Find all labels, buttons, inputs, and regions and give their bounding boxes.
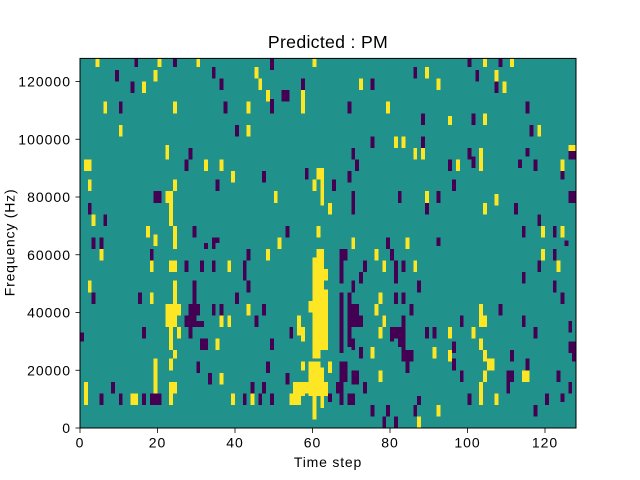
svg-text:Time step: Time step	[294, 454, 362, 470]
svg-text:0: 0	[76, 435, 85, 451]
svg-text:80: 80	[381, 435, 399, 451]
svg-text:0: 0	[62, 420, 71, 436]
svg-text:60: 60	[304, 435, 322, 451]
svg-text:20000: 20000	[27, 362, 71, 378]
svg-text:120000: 120000	[18, 74, 71, 90]
svg-text:20: 20	[149, 435, 167, 451]
svg-text:40: 40	[226, 435, 244, 451]
svg-text:60000: 60000	[27, 247, 71, 263]
svg-text:80000: 80000	[27, 189, 71, 205]
svg-text:100: 100	[454, 435, 480, 451]
svg-text:100000: 100000	[18, 131, 71, 147]
svg-text:120: 120	[532, 435, 558, 451]
svg-text:Frequency (Hz): Frequency (Hz)	[2, 189, 18, 297]
svg-text:40000: 40000	[27, 305, 71, 321]
svg-text:Predicted : PM: Predicted : PM	[268, 32, 388, 52]
